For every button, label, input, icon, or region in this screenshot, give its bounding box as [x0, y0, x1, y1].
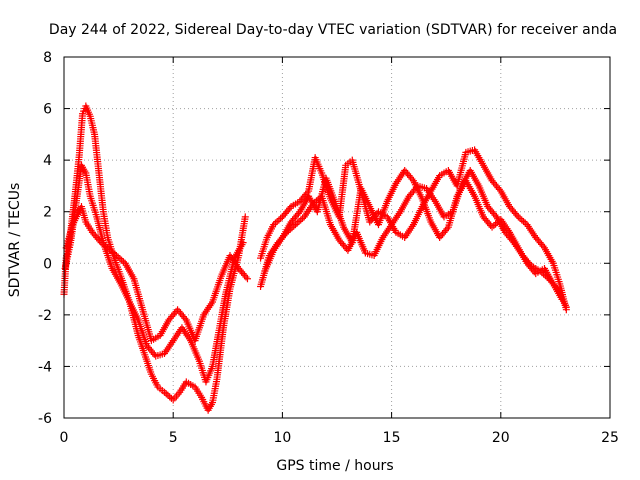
- series-track-e: [257, 166, 570, 311]
- x-tick-label: 25: [601, 430, 619, 446]
- x-tick-label: 5: [169, 430, 178, 446]
- data-point-trail: [516, 214, 524, 222]
- data-point-trail: [242, 273, 250, 281]
- data-point-trail: [294, 209, 302, 217]
- y-tick-label: 0: [43, 256, 52, 272]
- data-point-trail: [408, 175, 416, 183]
- x-axis-label: GPS time / hours: [276, 458, 393, 474]
- data-point: [241, 213, 249, 221]
- series-track-c: [62, 203, 251, 345]
- y-tick-label: -6: [38, 411, 52, 427]
- x-tick-label: 10: [273, 430, 291, 446]
- y-tick-label: 6: [43, 102, 52, 118]
- data-point-trail: [181, 314, 189, 322]
- x-tick-label: 15: [383, 430, 401, 446]
- data-point-trail: [96, 237, 104, 245]
- data-point-trail: [518, 216, 526, 224]
- data-point-trail: [539, 242, 547, 250]
- data-point-trail: [443, 225, 451, 233]
- x-tick-label: 20: [492, 430, 510, 446]
- data-point-trail: [275, 216, 283, 224]
- y-tick-label: 8: [43, 50, 52, 66]
- data-point-trail: [164, 391, 172, 399]
- data-point-trail: [491, 211, 499, 219]
- data-point: [239, 239, 247, 247]
- series-track-f: [261, 166, 566, 303]
- x-tick-label: 0: [60, 430, 69, 446]
- data-point-trail: [162, 390, 170, 398]
- data-point-trail: [513, 211, 521, 219]
- data-point-trail: [273, 218, 281, 226]
- y-tick-label: -4: [38, 359, 52, 375]
- series-track-a: [60, 102, 249, 414]
- data-point: [243, 275, 251, 283]
- series-track-d: [257, 146, 570, 314]
- y-tick-label: -2: [38, 308, 52, 324]
- tick-labels: 0 5 10 15 20 25 -6 -4 -2 0 2 4 6 8: [38, 50, 619, 446]
- data-point: [558, 295, 566, 303]
- data-point-trail: [495, 185, 503, 193]
- y-tick-label: 4: [43, 153, 52, 169]
- data-point-trail: [297, 216, 305, 224]
- data-point-trail: [277, 214, 285, 222]
- data-point: [562, 303, 570, 311]
- data-point-trail: [286, 204, 294, 212]
- y-axis-label: SDTVAR / TECUs: [7, 183, 23, 298]
- data-points: [60, 102, 570, 414]
- data-point-trail: [116, 255, 124, 263]
- chart-title: Day 244 of 2022, Sidereal Day-to-day VTE…: [49, 22, 617, 38]
- data-point-trail: [166, 393, 174, 401]
- data-point-trail: [520, 218, 528, 226]
- y-tick-label: 2: [43, 205, 52, 221]
- plot-frame: [63, 56, 611, 419]
